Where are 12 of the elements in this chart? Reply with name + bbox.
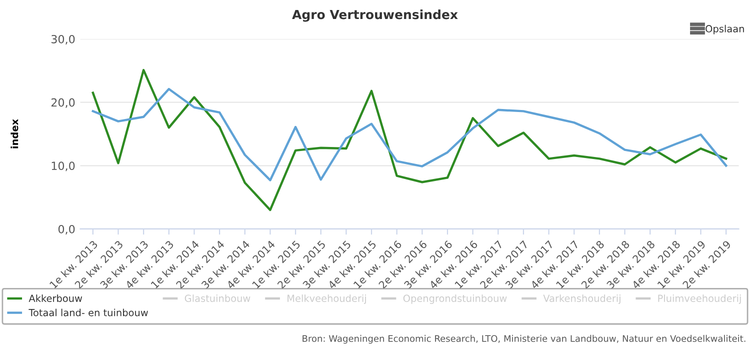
chart-title: Agro Vertrouwensindex [292,10,458,22]
text: Bron: Wageningen Economic Research, LTO, Ministerie van Landbouw, Natuur en Voedselkwaliteit. [302,334,746,344]
legend-label: Totaal land- en tuinbouw [28,308,148,316]
y-tick-label: 20,0 [51,98,75,108]
legend-label: Akkerbouw [28,294,82,302]
y-axis-title: index [10,119,18,148]
text: Opslaan [706,24,744,34]
line-series [92,68,728,212]
y-tick-label: 30,0 [51,34,75,44]
line-series [92,88,728,182]
y-tick-label: 0,0 [58,224,75,234]
y-tick-label: 10,0 [52,162,75,172]
